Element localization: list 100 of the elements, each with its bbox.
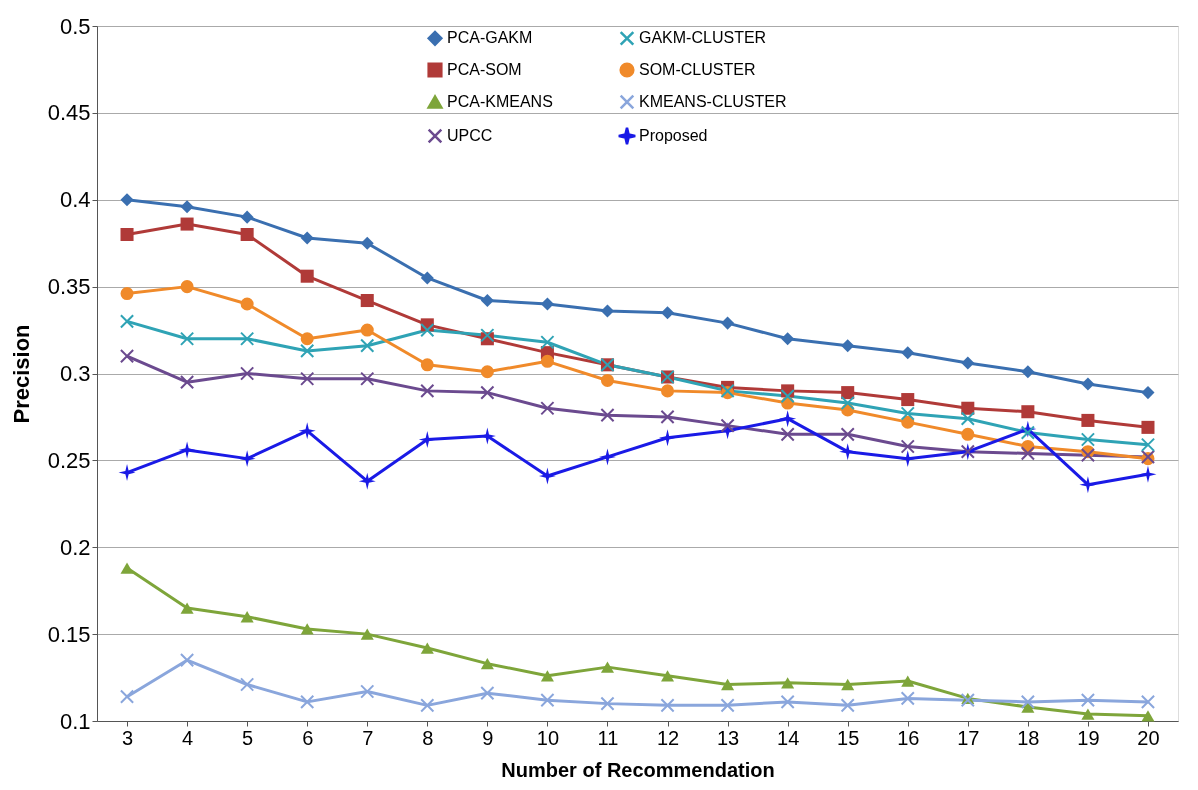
point: [899, 450, 917, 468]
point: [1021, 365, 1035, 379]
point: [661, 670, 675, 682]
point: [120, 227, 134, 242]
x-tick-label: 18: [1017, 726, 1040, 749]
point: [841, 339, 855, 353]
point: [240, 297, 254, 311]
point: [960, 411, 975, 426]
point: [178, 441, 196, 459]
point: [300, 694, 315, 710]
point: [1081, 413, 1095, 427]
legend-label: UPCC: [447, 127, 493, 144]
point: [360, 338, 375, 353]
point: [480, 328, 495, 343]
point: [119, 314, 135, 329]
point: [540, 693, 555, 708]
point: [900, 406, 915, 421]
point: [1080, 448, 1096, 463]
point: [600, 661, 614, 673]
x-tick-label: 19: [1077, 726, 1100, 749]
point: [120, 287, 134, 301]
x-tick-label: 16: [897, 726, 920, 749]
point: [600, 373, 614, 387]
point: [360, 294, 374, 308]
y-tick-label: 0.3: [59, 361, 91, 386]
point: [659, 429, 676, 447]
point: [300, 623, 314, 635]
point: [1140, 437, 1156, 452]
point: [660, 409, 675, 425]
point: [1081, 708, 1095, 720]
y-tick-label: 0.25: [47, 447, 91, 473]
point: [1081, 377, 1095, 391]
point: [961, 401, 975, 415]
y-tick-label: 0.45: [47, 100, 91, 126]
point: [300, 332, 314, 346]
point: [900, 691, 915, 706]
x-tick-label: 20: [1137, 726, 1160, 749]
y-tick-label: 0.15: [47, 621, 91, 647]
point: [360, 236, 374, 250]
point: [480, 294, 494, 308]
point: [300, 343, 315, 359]
point: [300, 269, 314, 283]
point: [240, 366, 255, 381]
x-tick-label: 17: [957, 726, 980, 749]
point: [661, 306, 675, 320]
point: [840, 698, 855, 713]
point: [540, 335, 555, 350]
point: [118, 464, 136, 482]
point: [1141, 420, 1155, 434]
point: [1140, 694, 1156, 710]
point: [298, 422, 316, 440]
point: [780, 694, 795, 710]
point: [180, 280, 194, 294]
point: [179, 375, 195, 390]
point: [961, 427, 975, 441]
point: [119, 349, 135, 364]
point: [420, 642, 434, 654]
point: [480, 385, 495, 400]
point: [480, 365, 494, 379]
point: [420, 322, 435, 338]
point: [779, 410, 797, 428]
point: [961, 356, 975, 370]
x-tick-label: 11: [597, 726, 619, 749]
x-tick-label: 4: [182, 726, 194, 749]
point: [360, 684, 375, 699]
point: [600, 696, 615, 711]
point: [1141, 710, 1155, 722]
point: [540, 670, 554, 682]
point: [900, 439, 915, 454]
legend-label: KMEANS-CLUSTER: [639, 93, 787, 110]
point: [1080, 432, 1096, 447]
point: [901, 675, 915, 687]
y-tick-label: 0.5: [59, 13, 91, 39]
x-tick-label: 12: [656, 726, 680, 749]
point: [540, 401, 555, 416]
legend-label: PCA-SOM: [447, 61, 522, 78]
point: [420, 358, 434, 372]
point: [540, 354, 554, 368]
point: [1080, 693, 1096, 708]
point: [1020, 694, 1035, 710]
point: [781, 332, 795, 346]
point: [179, 331, 195, 346]
point: [781, 677, 795, 689]
point: [841, 678, 855, 691]
point: [420, 271, 434, 285]
x-tick-label: 3: [121, 726, 134, 749]
point: [240, 227, 254, 242]
point: [120, 562, 134, 574]
point: [420, 383, 435, 398]
point: [840, 427, 855, 442]
point: [841, 386, 855, 400]
x-tick-label: 8: [422, 726, 434, 749]
legend-label: PCA-GAKM: [447, 29, 533, 47]
point: [360, 371, 375, 386]
point: [420, 698, 435, 713]
point: [540, 297, 554, 311]
x-tick-label: 9: [482, 726, 494, 749]
point: [600, 408, 615, 423]
point: [180, 602, 194, 614]
y-tick-label: 0.1: [59, 708, 91, 734]
